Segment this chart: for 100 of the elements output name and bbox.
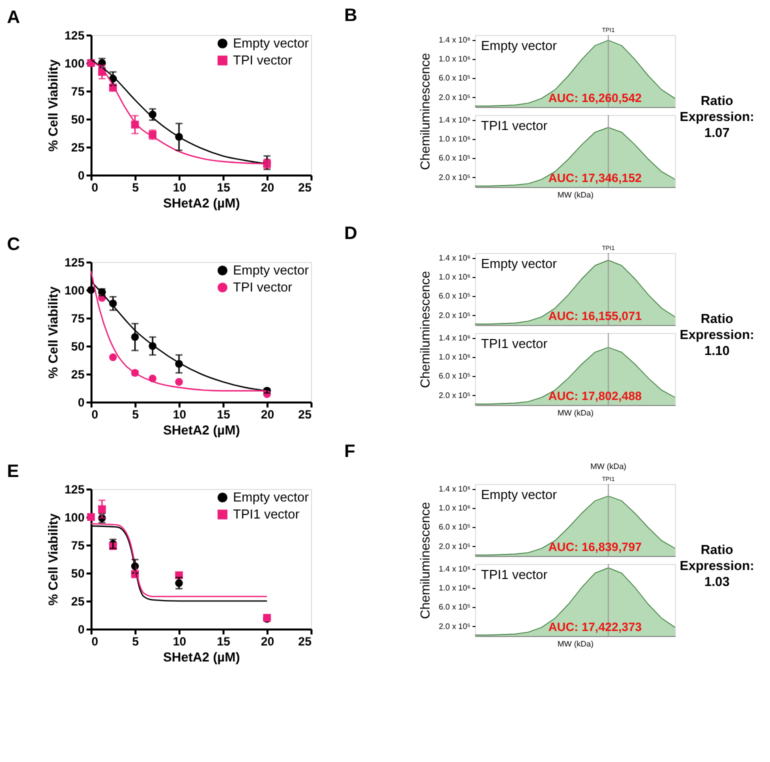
- annotation: AUC: 17,422,373: [548, 620, 642, 634]
- y-tick-label: 1.4 x 10⁶: [438, 333, 470, 342]
- y-tick-label: 25: [71, 368, 85, 382]
- x-axis-title: SHetA2 (µM): [163, 196, 240, 210]
- legend-label: Empty vector: [233, 36, 310, 50]
- y-tick-label: 75: [71, 538, 85, 552]
- y-tick-label: 0: [78, 622, 85, 636]
- y-tick-label: 50: [71, 340, 85, 354]
- x-axis-title: MW (kDa): [558, 408, 594, 418]
- y-tick-label: 0: [78, 168, 85, 182]
- y-tick-label: 75: [71, 84, 85, 98]
- y-tick-label: 2.0 x 10⁵: [438, 172, 470, 182]
- text: Ratio Expression: 1.07: [680, 93, 754, 140]
- point: [87, 513, 95, 521]
- y-tick-label: 2.0 x 10⁵: [438, 622, 470, 631]
- chart-title: E: [6, 461, 19, 481]
- y-tick-label: 2.0 x 10⁵: [438, 390, 470, 400]
- y-tick-label: 1.0 x 10⁶: [438, 504, 470, 512]
- x-tick-label: 25: [298, 180, 312, 194]
- x-tick-label: 10: [172, 408, 186, 422]
- legend-label: Empty vector: [233, 490, 310, 504]
- y-tick-label: 6.0 x 10⁵: [438, 74, 470, 83]
- y-tick-label: 25: [71, 594, 85, 608]
- y-tick-label: 1.4 x 10⁶: [438, 484, 470, 494]
- x-tick-label: 15: [216, 408, 230, 422]
- y-tick-label: 1.0 x 10⁶: [438, 134, 470, 144]
- x-axis-title: MW (kDa): [558, 640, 594, 648]
- x-tick-label: 10: [172, 634, 186, 648]
- point: [109, 353, 117, 362]
- annotation: AUC: 16,839,797: [548, 540, 642, 554]
- x-tick-label: 0: [92, 180, 98, 194]
- y-tick-label: 1.0 x 10⁶: [438, 272, 470, 282]
- x-tick-label: 15: [216, 180, 230, 194]
- annotation: Empty vector: [481, 487, 558, 502]
- text: Ratio Expression: 1.03: [680, 542, 754, 589]
- y-axis-title: % Cell Viability: [45, 58, 60, 152]
- x-tick-label: 25: [298, 634, 312, 648]
- x-tick-label: 5: [132, 408, 140, 422]
- x-tick-label: 20: [260, 408, 274, 422]
- x-axis-title: MW (kDa): [558, 190, 594, 200]
- y-tick-label: 0: [78, 396, 85, 410]
- y-tick-label: 100: [64, 510, 85, 524]
- y-tick-label: 6.0 x 10⁵: [438, 522, 470, 532]
- y-tick-label: 1.0 x 10⁶: [438, 584, 470, 592]
- y-tick-label: 6.0 x 10⁵: [438, 602, 470, 612]
- y-tick-label: 50: [71, 566, 85, 580]
- chart-title: A: [6, 7, 20, 27]
- y-axis-title: Chemiluminescence: [418, 52, 433, 170]
- y-tick-label: 2.0 x 10⁵: [438, 92, 470, 102]
- y-tick-label: 6.0 x 10⁵: [438, 154, 470, 163]
- x-tick-label: 0: [92, 634, 98, 648]
- annotation: TPI1 vector: [481, 567, 548, 582]
- annotation: TPI1 vector: [481, 118, 548, 133]
- y-axis-title: % Cell Viability: [45, 286, 60, 379]
- x-axis-title: SHetA2 (µM): [163, 422, 240, 438]
- legend-label: TPI vector: [233, 280, 293, 294]
- y-tick-label: 1.4 x 10⁶: [438, 564, 470, 574]
- annotation: Empty vector: [481, 256, 558, 271]
- x-tick-label: 0: [92, 408, 98, 422]
- y-axis-title: % Cell Viability: [45, 512, 60, 606]
- annotation: Empty vector: [481, 38, 558, 53]
- x2-axis-title: MW (kDa): [590, 462, 627, 471]
- x-tick-label: 15: [216, 634, 230, 648]
- point: [87, 286, 95, 294]
- y-tick-label: 125: [64, 482, 85, 496]
- point: [175, 378, 183, 386]
- legend-label: TPI1 vector: [233, 506, 300, 522]
- x-axis-title: SHetA2 (µM): [163, 650, 240, 664]
- y-tick-label: 2.0 x 10⁵: [438, 542, 470, 551]
- chart-title: F: [344, 441, 356, 461]
- y-tick-label: 125: [64, 256, 85, 270]
- text: Ratio Expression: 1.10: [680, 311, 754, 358]
- y-tick-label: 1.4 x 10⁶: [438, 35, 470, 44]
- y-tick-label: 25: [71, 140, 85, 154]
- y-tick-label: 1.4 x 10⁶: [438, 253, 470, 262]
- legend-label: Empty vector: [233, 262, 310, 278]
- y-tick-label: 1.0 x 10⁶: [438, 54, 470, 64]
- annotation: AUC: 17,802,488: [548, 389, 642, 403]
- annotation: TPI1 vector: [481, 336, 548, 351]
- chart-title: D: [344, 223, 358, 243]
- y-tick-label: 6.0 x 10⁵: [438, 372, 470, 381]
- y-tick-label: 1.4 x 10⁶: [438, 115, 470, 124]
- legend-label: TPI vector: [233, 52, 293, 68]
- x-tick-label: 25: [298, 408, 312, 422]
- chart-title: B: [344, 5, 358, 25]
- y-tick-label: 100: [64, 284, 85, 298]
- y-tick-label: 2.0 x 10⁵: [438, 310, 470, 320]
- y-tick-label: 1.0 x 10⁶: [438, 352, 470, 362]
- y-axis-title: Chemiluminescence: [418, 502, 433, 620]
- x-tick-label: 20: [260, 634, 274, 648]
- annotation: AUC: 16,155,071: [548, 309, 642, 323]
- y-tick-label: 50: [71, 112, 85, 126]
- x-tick-label: 5: [132, 634, 140, 648]
- chart-title: C: [6, 234, 20, 254]
- annotation: AUC: 17,346,152: [548, 171, 642, 185]
- annotation: AUC: 16,260,542: [548, 91, 642, 105]
- x-tick-label: 10: [172, 180, 186, 194]
- y-tick-label: 125: [64, 28, 85, 42]
- y-tick-label: 75: [71, 312, 85, 326]
- y-axis-title: Chemiluminescence: [418, 270, 433, 388]
